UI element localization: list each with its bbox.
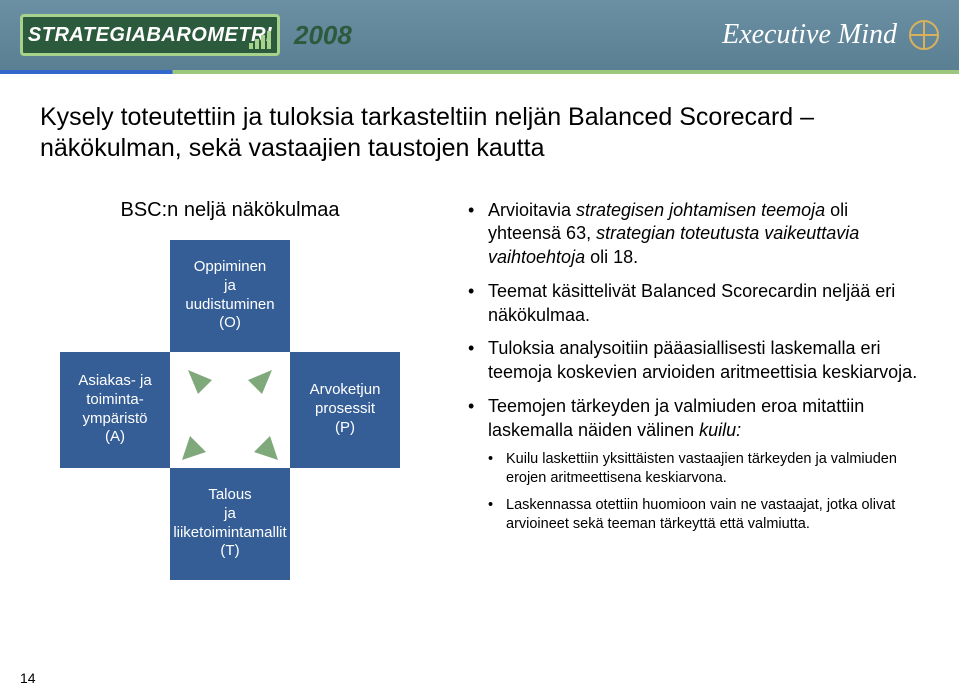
strategiabarometri-badge: STRATEGIABAROMETRI — [20, 14, 280, 56]
bsc-box-right: Arvoketjunprosessit(P) — [290, 352, 400, 468]
bsc-box-top: Oppiminenjauudistuminen(O) — [170, 240, 290, 352]
bsc-diagram-column: BSC:n neljä näkökulmaa Oppiminenjauudist… — [40, 199, 420, 580]
bsc-quadrant: Oppiminenjauudistuminen(O) Asiakas- jato… — [60, 240, 400, 580]
page-number: 14 — [20, 670, 36, 686]
brand-text: Executive Mind — [722, 19, 897, 51]
right-brand-group: Executive Mind — [722, 19, 939, 51]
badge-text: STRATEGIABAROMETRI — [28, 24, 272, 47]
sub-bullet-item: Laskennassa otettiin huomioon vain ne va… — [488, 496, 919, 534]
sub-bullet-list: Kuilu laskettiin yksittäisten vastaajien… — [488, 450, 919, 533]
slide-body: Kysely toteutettiin ja tuloksia tarkaste… — [0, 74, 959, 590]
bullet-item: Teemojen tärkeyden ja valmiuden eroa mit… — [468, 395, 919, 534]
bullet-item: Arvioitavia strategisen johtamisen teemo… — [468, 199, 919, 270]
bsc-box-left: Asiakas- jatoiminta-ympäristö(A) — [60, 352, 170, 468]
left-logo-group: STRATEGIABAROMETRI 2008 — [20, 14, 352, 56]
slide-header: STRATEGIABAROMETRI 2008 Executive Mind — [0, 0, 959, 70]
bsc-center-arrows — [170, 352, 290, 468]
wheel-icon — [909, 20, 939, 50]
bsc-caption: BSC:n neljä näkökulmaa — [40, 199, 420, 222]
slide-title: Kysely toteutettiin ja tuloksia tarkaste… — [40, 102, 919, 165]
bullet-column: Arvioitavia strategisen johtamisen teemo… — [468, 199, 919, 580]
bsc-box-bottom: Talousjaliiketoimintamallit(T) — [170, 468, 290, 580]
arrows-icon — [170, 352, 290, 468]
bullet-item: Tuloksia analysoitiin pääasiallisesti la… — [468, 337, 919, 385]
bullet-list: Arvioitavia strategisen johtamisen teemo… — [468, 199, 919, 534]
sub-bullet-item: Kuilu laskettiin yksittäisten vastaajien… — [488, 450, 919, 488]
bullet-item: Teemat käsittelivät Balanced Scorecardin… — [468, 280, 919, 328]
badge-bars-icon — [249, 31, 271, 49]
year-label: 2008 — [294, 20, 352, 51]
